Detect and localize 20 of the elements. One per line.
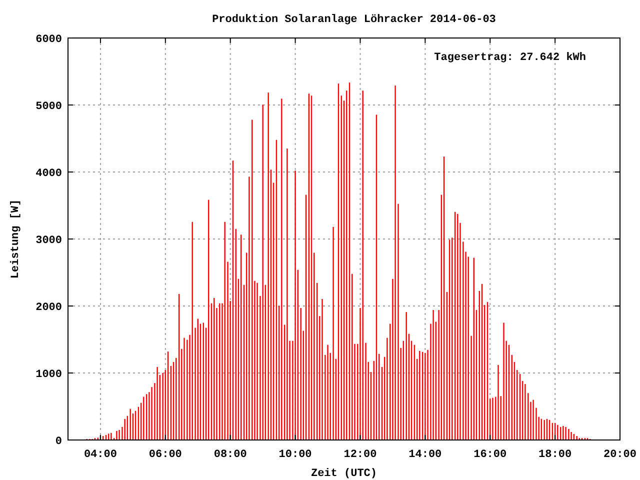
y-tick-label: 1000 (36, 369, 62, 381)
x-tick-label: 18:00 (538, 449, 572, 461)
annotation: Tagesertrag: 27.642 kWh (434, 52, 586, 64)
y-tick-label: 5000 (36, 101, 62, 113)
x-tick-label: 08:00 (214, 449, 247, 461)
y-axis-title: Leistung [W] (10, 199, 22, 279)
x-tick-label: 04:00 (84, 449, 117, 461)
chart-title: Produktion Solaranlage Löhracker 2014-06-03 (212, 14, 496, 26)
x-tick-label: 12:00 (344, 449, 377, 461)
x-tick-label: 06:00 (148, 449, 182, 461)
y-tick-label: 2000 (36, 302, 62, 314)
x-tick-label: 20:00 (603, 449, 637, 461)
x-tick-label: 14:00 (408, 449, 442, 461)
y-tick-label: 0 (55, 436, 62, 448)
x-axis-title: Zeit (UTC) (310, 468, 378, 480)
y-tick-label: 3000 (36, 235, 62, 247)
y-tick-label: 6000 (36, 34, 62, 46)
x-tick-label: 16:00 (474, 449, 507, 461)
y-tick-label: 4000 (36, 168, 62, 180)
x-tick-label: 10:00 (278, 449, 312, 461)
